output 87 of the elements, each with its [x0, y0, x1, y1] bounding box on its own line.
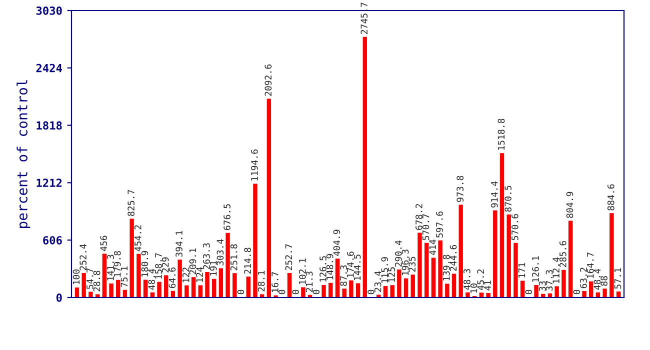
- data-label: 28.8: [93, 270, 100, 292]
- data-label: 126.1: [532, 256, 539, 282]
- data-label: 102.1: [299, 258, 306, 284]
- data-label: 0: [525, 290, 532, 294]
- data-label: 570.7: [422, 214, 430, 240]
- data-label: 139.8: [442, 254, 450, 280]
- data-label: 1194.6: [251, 150, 258, 180]
- data-label: 164.7: [586, 252, 594, 278]
- data-label: 570.6: [512, 214, 518, 240]
- data-label: 870.5: [504, 186, 512, 212]
- data-label: 158.7: [155, 253, 162, 279]
- data-label: 196.3: [402, 250, 409, 276]
- data-label: 112.4: [552, 257, 560, 283]
- data-label: 126.5: [320, 256, 326, 282]
- y-tick-label: 1212: [36, 178, 62, 187]
- data-label: 148.9: [326, 254, 334, 280]
- data-label: 174.6: [346, 252, 354, 278]
- data-label: 0: [368, 290, 374, 294]
- data-label: 209.1: [189, 248, 196, 274]
- data-label: 37.3: [546, 270, 553, 291]
- data-label: 0: [278, 290, 286, 294]
- y-axis-title: percent of control: [16, 80, 30, 228]
- data-label: 884.6: [607, 184, 614, 210]
- data-label: 64.6: [168, 267, 176, 288]
- data-label: 251.8: [230, 244, 238, 270]
- data-label: 0: [573, 290, 580, 294]
- data-label: 973.8: [456, 176, 464, 202]
- y-tick-label: 2424: [36, 64, 62, 72]
- data-label: 28.1: [258, 270, 265, 292]
- data-label: 45.2: [477, 269, 484, 290]
- data-label: 48.4: [148, 268, 156, 290]
- data-label: 87.3: [340, 265, 347, 286]
- data-label: 124: [196, 267, 203, 282]
- data-label: 0: [312, 290, 320, 294]
- data-label: 914.4: [490, 181, 498, 208]
- data-label: 48.3: [464, 269, 470, 290]
- data-label: 252.7: [285, 244, 292, 270]
- y-tick-label: 3030: [36, 6, 62, 15]
- data-label: 179.8: [114, 251, 121, 277]
- data-label: 1518.8: [498, 118, 505, 150]
- data-label: 10: [470, 283, 478, 293]
- data-label: 303.4: [216, 239, 224, 266]
- data-label: 454.2: [134, 225, 142, 252]
- data-label: 214.8: [244, 248, 251, 274]
- data-label: 235: [408, 256, 416, 272]
- data-label: 171: [518, 262, 526, 278]
- data-label: 16.7: [272, 272, 278, 292]
- data-label: 144.5: [354, 254, 361, 280]
- data-label: 678.2: [416, 204, 422, 230]
- data-label: 100: [72, 270, 80, 284]
- data-label: 263.3: [203, 243, 210, 270]
- y-tick-label: 606: [43, 236, 62, 244]
- data-label: 180.9: [141, 251, 148, 277]
- y-tick-label: 0: [56, 293, 62, 302]
- data-label: 394.1: [176, 230, 182, 257]
- data-label: 0: [237, 290, 244, 294]
- data-label: 191: [210, 260, 217, 276]
- data-label: 825.7: [128, 190, 134, 216]
- data-label: 414: [429, 240, 436, 256]
- data-label: 404.9: [333, 230, 340, 256]
- data-label: 33: [538, 281, 546, 291]
- data-label: 0: [292, 290, 299, 294]
- data-label: 41: [484, 280, 491, 290]
- data-label: 676.5: [224, 204, 230, 230]
- data-label: 23.4: [374, 271, 382, 292]
- data-label: 141.3: [107, 254, 114, 280]
- data-label: 285.6: [559, 241, 566, 267]
- data-label: 63.2: [580, 268, 587, 288]
- data-label: 115.9: [381, 257, 388, 283]
- data-label: 2745.7: [360, 2, 368, 34]
- data-label: 21.3: [306, 272, 313, 292]
- y-tick-label: 1818: [36, 121, 62, 130]
- data-label: 456: [100, 236, 108, 252]
- data-label: 54.7: [86, 268, 94, 289]
- data-label: 122: [182, 268, 190, 282]
- data-label: 244.6: [450, 244, 457, 271]
- data-label: 229: [162, 257, 169, 272]
- data-label: 57.1: [614, 268, 622, 289]
- data-label: 48.4: [594, 268, 601, 290]
- data-label: 290.4: [394, 240, 402, 267]
- data-label: 804.9: [566, 192, 574, 218]
- data-label: 2092.6: [264, 64, 272, 96]
- data-label: 88: [600, 276, 608, 286]
- data-label: 75.1: [120, 266, 128, 287]
- data-label: 597.6: [436, 212, 443, 238]
- data-label: 252.4: [80, 244, 86, 270]
- data-label: 125: [388, 267, 395, 282]
